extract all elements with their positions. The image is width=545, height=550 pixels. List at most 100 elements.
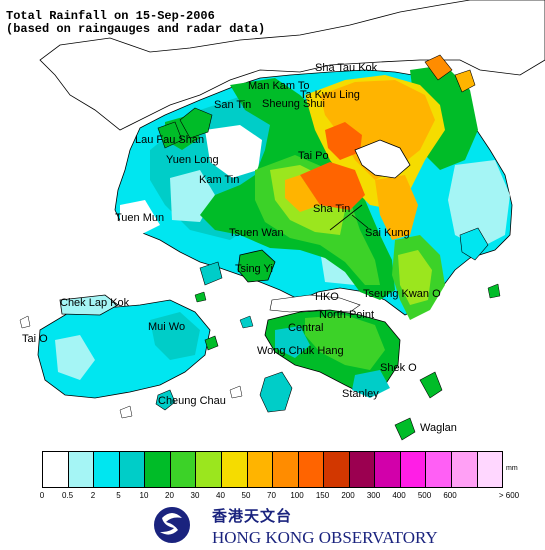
label-waglan: Waglan — [420, 422, 457, 434]
label-sheung-shui: Sheung Shui — [262, 98, 325, 110]
legend-tick-label: 40 — [216, 491, 225, 500]
label-tseung-kwan-o: Tseung Kwan O — [363, 288, 441, 300]
label-ta-kwu-ling: Ta Kwu Ling — [300, 89, 360, 101]
hko-name-chinese: 香港天文台 — [212, 507, 293, 525]
legend-swatch — [246, 452, 273, 487]
land-cheung-chau — [155, 389, 176, 411]
legend-tick-label: 400 — [392, 491, 406, 500]
rain-zone-10mm-lantau — [150, 312, 200, 360]
rain-zone-30mm-hki — [305, 315, 385, 370]
rain-zone-light-west-2 — [170, 170, 215, 222]
legend-swatch — [374, 452, 400, 487]
label-mui-wo: Mui Wo — [148, 321, 186, 333]
rainfall-map — [19, 0, 545, 441]
rain-zone-light-lantau — [55, 335, 95, 380]
label-central: Central — [288, 322, 324, 334]
label-stanley: Stanley — [342, 388, 379, 400]
land-islet-5 — [229, 385, 243, 399]
legend-swatch — [425, 452, 451, 487]
rain-zone-light-west — [205, 125, 262, 178]
land-islet-1 — [194, 291, 207, 303]
land-sai-kung-islands — [459, 227, 489, 261]
legend-swatch — [220, 452, 247, 487]
land-nortnern-islands — [424, 54, 453, 81]
victoria-harbour — [269, 294, 361, 313]
legend-tick-label: 30 — [190, 491, 200, 500]
legend-tick-label: 0 — [39, 491, 45, 500]
label-tuen-mun: Tuen Mun — [115, 212, 165, 224]
legend-swatch — [93, 452, 119, 487]
rain-zone-100mm-north — [325, 122, 362, 160]
hko-logo-icon — [152, 505, 192, 545]
land-mirs-bay-islands — [454, 69, 476, 93]
legend-tick-label: 0.5 — [61, 491, 74, 500]
land-tung-lung — [419, 371, 443, 399]
legend-swatch — [144, 452, 170, 487]
label-cheung-chau: Cheung Chau — [158, 395, 226, 407]
sai-kung-marker — [351, 214, 369, 229]
land-islet-2 — [239, 315, 254, 329]
rain-zone-light-east — [448, 160, 510, 248]
label-man-kam-to: Man Kam To — [248, 80, 310, 92]
tolo-harbour — [354, 139, 411, 179]
legend-swatch — [118, 452, 145, 487]
legend-tick-label: 2 — [90, 491, 96, 500]
legend-tick-label: 600 — [443, 491, 457, 500]
label-north-point: North Point — [319, 309, 375, 321]
label-tai-po: Tai Po — [298, 150, 329, 162]
legend-swatch — [297, 452, 324, 487]
label-san-tin: San Tin — [214, 99, 252, 111]
label-sha-tin: Sha Tin — [313, 203, 351, 215]
legend-swatch — [169, 452, 196, 487]
legend-tick-label: 200 — [341, 491, 355, 500]
label-chek-lap-kok: Chek Lap Kok — [60, 297, 130, 309]
land-islet-6 — [119, 405, 133, 419]
label-kam-tin: Kam Tin — [199, 174, 240, 186]
rain-zone-70mm — [320, 80, 435, 180]
legend-swatch — [399, 452, 426, 487]
legend-tick-label: 500 — [417, 491, 432, 500]
rainfall-legend-bar — [42, 451, 503, 488]
legend-swatch — [323, 452, 349, 487]
legend-swatch — [348, 452, 375, 487]
legend-swatch — [272, 452, 298, 487]
legend-tick-label: 10 — [139, 491, 149, 500]
label-lau-fau-shan: Lau Fau Shan — [135, 134, 205, 146]
label-shek-o: Shek O — [380, 362, 417, 374]
rain-zone-light-stanley — [352, 370, 390, 398]
map-subtitle: (based on raingauges and radar data) — [6, 22, 266, 36]
label-sai-kung: Sai Kung — [365, 227, 410, 239]
legend-tick-label: 70 — [267, 491, 276, 500]
label-sha-tau-kok: Sha Tau Kok — [315, 62, 378, 74]
label-tsuen-wan: Tsuen Wan — [229, 227, 284, 239]
legend-tick-label: 20 — [165, 491, 174, 500]
legend-swatch — [476, 452, 503, 487]
land-islet-4 — [19, 315, 31, 329]
legend-tick-label: 300 — [366, 491, 381, 500]
land-tsing-yi — [237, 249, 276, 283]
label-tsing-yi: Tsing Yi — [235, 263, 273, 275]
legend-swatch — [195, 452, 221, 487]
land-chek-lap-kok — [59, 294, 119, 316]
label-tai-o: Tai O — [22, 333, 48, 345]
legend-tick-label: 5 — [116, 491, 121, 500]
rain-zone-light-hki — [275, 326, 310, 358]
legend-swatch — [43, 452, 68, 487]
land-waglan — [394, 417, 416, 441]
legend-swatch — [451, 452, 477, 487]
legend-tick-label: > 600 — [498, 491, 520, 500]
land-yuen-long-patch — [157, 121, 183, 149]
legend-swatch — [67, 452, 94, 487]
land-ma-wan — [199, 261, 223, 286]
map-title: Total Rainfall on 15-Sep-2006 — [6, 9, 215, 23]
rain-zone-40mm-east — [398, 250, 432, 305]
land-lamma — [259, 371, 293, 413]
rain-zone-70mm-tolo — [285, 175, 320, 212]
legend-unit: mm — [506, 465, 518, 472]
rain-zone-light-tuenmun — [120, 200, 160, 235]
legend-tick-label: 150 — [315, 491, 330, 500]
legend-tick-label: 50 — [241, 491, 251, 500]
legend-tick-label: 100 — [290, 491, 304, 500]
land-peng-chau — [204, 335, 219, 351]
